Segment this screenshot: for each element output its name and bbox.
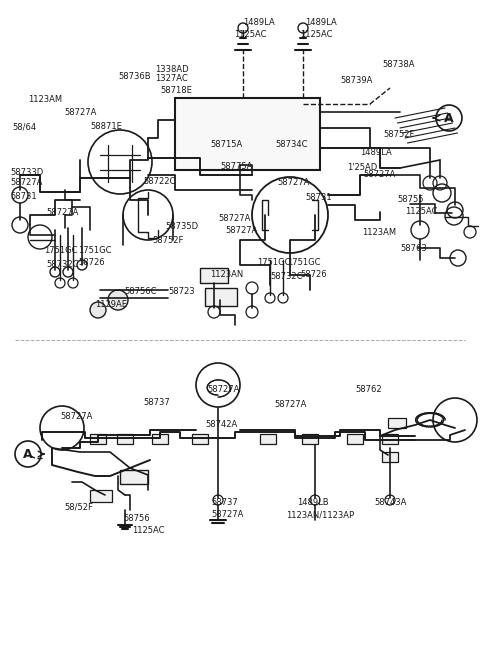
Text: 58756C: 58756C xyxy=(124,287,156,296)
Text: 1125AC: 1125AC xyxy=(234,30,266,39)
Text: 58733D: 58733D xyxy=(10,168,43,177)
Text: 58727A: 58727A xyxy=(363,170,396,179)
Text: 58737: 58737 xyxy=(143,398,170,407)
Text: 1751GC: 1751GC xyxy=(78,246,111,255)
Bar xyxy=(90,490,112,502)
Text: 58755: 58755 xyxy=(397,195,423,204)
Text: 1327AC: 1327AC xyxy=(155,74,188,83)
Text: 58727A: 58727A xyxy=(64,108,96,117)
Text: 58727A: 58727A xyxy=(274,400,306,409)
Bar xyxy=(152,434,168,444)
Text: 1489LA: 1489LA xyxy=(360,148,392,157)
Text: 58732C: 58732C xyxy=(270,272,302,281)
Circle shape xyxy=(15,441,41,467)
Text: 58756: 58756 xyxy=(123,514,150,523)
Text: 58727A: 58727A xyxy=(211,510,243,519)
Text: 58752F: 58752F xyxy=(383,130,414,139)
Text: 58723: 58723 xyxy=(168,287,194,296)
Bar xyxy=(120,470,148,484)
Text: 1125AC: 1125AC xyxy=(132,526,165,535)
Bar xyxy=(205,288,237,306)
Text: 58752F: 58752F xyxy=(152,236,183,245)
Text: 58763: 58763 xyxy=(400,244,427,253)
Text: 58727A: 58727A xyxy=(207,385,240,394)
Bar xyxy=(175,98,320,170)
Text: 1751GC: 1751GC xyxy=(44,246,77,255)
Circle shape xyxy=(108,290,128,310)
Text: 58871E: 58871E xyxy=(90,122,122,131)
Text: 58/52F: 58/52F xyxy=(64,502,93,511)
Circle shape xyxy=(436,105,462,131)
Text: 1123AN: 1123AN xyxy=(210,270,243,279)
Bar xyxy=(117,434,133,444)
Text: 58737: 58737 xyxy=(211,498,238,507)
Bar xyxy=(260,434,276,444)
Text: 1125AC: 1125AC xyxy=(300,30,333,39)
Text: 58775A: 58775A xyxy=(220,162,252,171)
Text: 58738A: 58738A xyxy=(382,60,415,69)
Text: 1338AD: 1338AD xyxy=(155,65,189,74)
Text: 58732C: 58732C xyxy=(46,260,79,269)
Text: 1489LB: 1489LB xyxy=(297,498,329,507)
Text: 1123AM: 1123AM xyxy=(362,228,396,237)
Bar xyxy=(302,434,318,444)
Text: 58726: 58726 xyxy=(300,270,326,279)
Text: 1489LA: 1489LA xyxy=(243,18,275,27)
Text: A: A xyxy=(444,112,454,124)
Text: 58735D: 58735D xyxy=(165,222,198,231)
Circle shape xyxy=(90,302,106,318)
Text: 58715A: 58715A xyxy=(210,140,242,149)
Text: 1123AM: 1123AM xyxy=(28,95,62,104)
Bar xyxy=(347,434,363,444)
Bar xyxy=(192,434,208,444)
Text: 58727A: 58727A xyxy=(218,214,251,223)
Text: 58742A: 58742A xyxy=(205,420,237,429)
Bar xyxy=(90,434,106,444)
Text: 1125AC: 1125AC xyxy=(405,207,437,216)
Text: 58731: 58731 xyxy=(10,192,36,201)
Text: 58727A: 58727A xyxy=(60,412,92,421)
Bar xyxy=(200,268,228,283)
Text: 58727A: 58727A xyxy=(225,226,257,235)
Text: 1751GC: 1751GC xyxy=(257,258,290,267)
Text: 58727A: 58727A xyxy=(10,178,42,187)
Text: 58722C: 58722C xyxy=(143,177,175,186)
Text: 58/64: 58/64 xyxy=(12,122,36,131)
Text: 58726: 58726 xyxy=(78,258,105,267)
Text: 58727A: 58727A xyxy=(277,178,310,187)
Text: 58718E: 58718E xyxy=(160,86,192,95)
Bar xyxy=(382,452,398,462)
Text: 58727A: 58727A xyxy=(46,208,78,217)
Bar xyxy=(388,418,406,428)
Text: 1489LA: 1489LA xyxy=(305,18,337,27)
Text: 1129AE: 1129AE xyxy=(95,300,127,309)
Text: 58731: 58731 xyxy=(305,193,332,202)
Text: 58734C: 58734C xyxy=(275,140,308,149)
Text: 1'25AD: 1'25AD xyxy=(347,163,377,172)
Text: 1123AN/1123AP: 1123AN/1123AP xyxy=(286,510,354,519)
Text: 58736B: 58736B xyxy=(118,72,151,81)
Text: 58762: 58762 xyxy=(355,385,382,394)
Text: A: A xyxy=(23,447,33,461)
Text: 1751GC: 1751GC xyxy=(287,258,321,267)
Text: 58743A: 58743A xyxy=(374,498,407,507)
Bar xyxy=(382,434,398,444)
Text: 58739A: 58739A xyxy=(340,76,372,85)
